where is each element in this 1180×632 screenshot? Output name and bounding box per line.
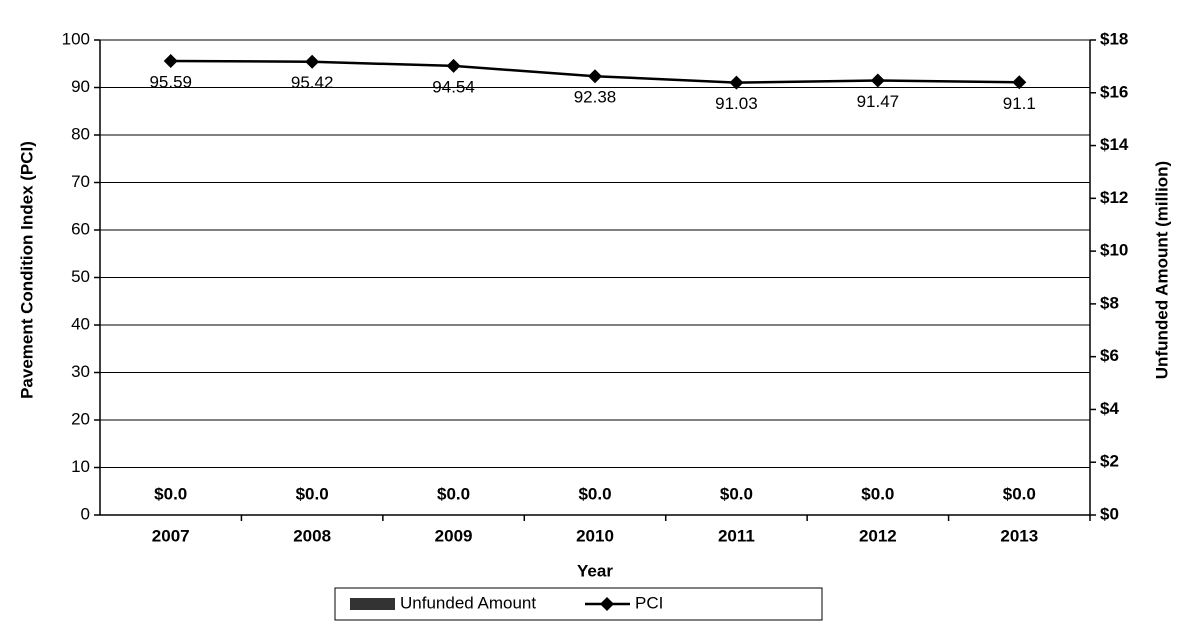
legend-marker xyxy=(600,597,614,611)
legend-label: Unfunded Amount xyxy=(400,593,536,612)
line-value-label: 94.54 xyxy=(432,77,475,96)
y2-tick-label: $10 xyxy=(1100,241,1128,260)
line-value-label: 91.03 xyxy=(715,94,758,113)
y2-tick-label: $2 xyxy=(1100,452,1119,471)
line-marker xyxy=(163,53,178,68)
y-tick-label: 60 xyxy=(71,219,90,238)
y2-axis-label: Unfunded Amount (million) xyxy=(1152,161,1171,379)
y-tick-label: 100 xyxy=(62,29,90,48)
line-value-label: 95.59 xyxy=(149,72,192,91)
x-tick-label: 2007 xyxy=(152,526,190,545)
legend-label: PCI xyxy=(635,593,663,612)
x-tick-label: 2008 xyxy=(293,526,331,545)
y2-tick-label: $14 xyxy=(1100,135,1129,154)
x-tick-label: 2010 xyxy=(576,526,614,545)
y-tick-label: 40 xyxy=(71,314,90,333)
y2-tick-label: $0 xyxy=(1100,504,1119,523)
bar-value-label: $0.0 xyxy=(437,484,470,503)
y-tick-label: 90 xyxy=(71,77,90,96)
line-value-label: 92.38 xyxy=(574,88,617,107)
bar-value-label: $0.0 xyxy=(720,484,753,503)
y-tick-label: 70 xyxy=(71,172,90,191)
line-marker xyxy=(870,73,885,88)
x-tick-label: 2009 xyxy=(435,526,473,545)
bar-value-label: $0.0 xyxy=(296,484,329,503)
line-value-label: 91.1 xyxy=(1003,94,1036,113)
y2-tick-label: $8 xyxy=(1100,293,1119,312)
line-value-label: 91.47 xyxy=(857,92,900,111)
x-axis-label: Year xyxy=(577,561,613,580)
y2-tick-label: $4 xyxy=(1100,399,1119,418)
legend-box xyxy=(334,587,823,621)
y2-tick-label: $18 xyxy=(1100,29,1128,48)
legend-swatch xyxy=(350,598,395,610)
y-tick-label: 0 xyxy=(81,504,90,523)
line-marker xyxy=(305,54,320,69)
bar-value-label: $0.0 xyxy=(154,484,187,503)
y-tick-label: 10 xyxy=(71,457,90,476)
y2-tick-label: $6 xyxy=(1100,346,1119,365)
line-marker xyxy=(1012,75,1027,90)
bar-value-label: $0.0 xyxy=(578,484,611,503)
line-marker xyxy=(729,75,744,90)
y2-tick-label: $12 xyxy=(1100,188,1128,207)
y2-tick-label: $16 xyxy=(1100,82,1128,101)
y-axis-label: Pavement Condition Index (PCI) xyxy=(17,141,36,399)
y-tick-label: 20 xyxy=(71,409,90,428)
bar-value-label: $0.0 xyxy=(1003,484,1036,503)
y-tick-label: 80 xyxy=(71,124,90,143)
line-marker xyxy=(588,69,602,84)
y-tick-label: 30 xyxy=(71,362,90,381)
x-tick-label: 2012 xyxy=(859,526,897,545)
line-value-label: 95.42 xyxy=(291,73,334,92)
x-tick-label: 2011 xyxy=(718,526,755,545)
y-tick-label: 50 xyxy=(71,267,90,286)
x-tick-label: 2013 xyxy=(1000,526,1038,545)
line-marker xyxy=(446,58,461,73)
bar-value-label: $0.0 xyxy=(861,484,894,503)
